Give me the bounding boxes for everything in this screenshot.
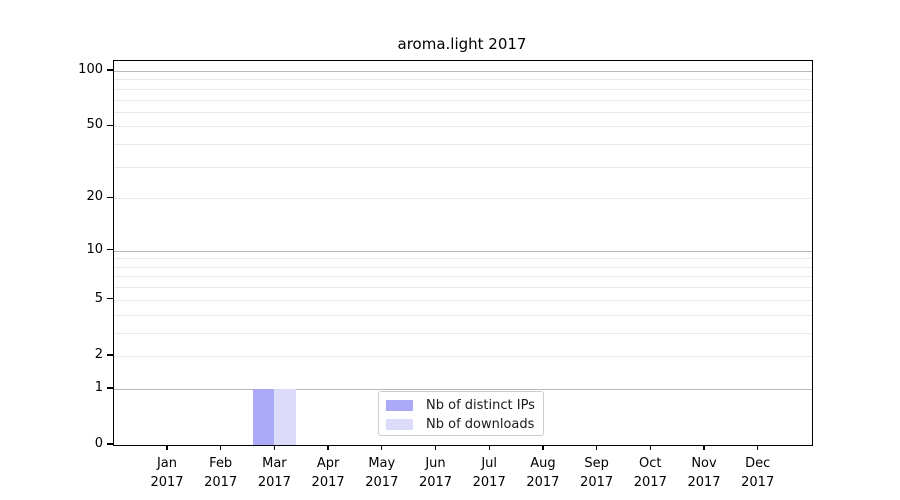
y-axis-tick — [107, 196, 113, 198]
major-gridline — [114, 250, 812, 252]
x-axis-tick-label: Dec 2017 — [741, 456, 775, 490]
bar-downloads — [274, 388, 296, 445]
x-axis-tick-label: Jan 2017 — [150, 456, 184, 490]
y-axis-tick — [107, 298, 113, 300]
x-axis-tick — [703, 445, 705, 450]
y-axis-tick — [107, 354, 113, 356]
minor-gridline — [114, 276, 812, 278]
x-axis-tick — [542, 445, 544, 450]
x-axis-tick-label: May 2017 — [365, 456, 399, 490]
x-axis-tick-label: Jun 2017 — [418, 456, 453, 490]
x-axis-tick-label: Mar 2017 — [257, 456, 291, 490]
y-axis-tick-label: 100 — [78, 61, 103, 77]
y-axis-tick-label: 50 — [86, 117, 103, 133]
legend: Nb of distinct IPs Nb of downloads — [378, 391, 544, 436]
y-axis-tick — [107, 124, 113, 127]
y-axis-tick-label: 5 — [94, 290, 103, 306]
x-axis-tick — [381, 445, 383, 450]
minor-gridline — [114, 258, 812, 260]
minor-gridline — [114, 355, 812, 357]
minor-gridline — [114, 111, 812, 113]
x-axis-tick — [488, 445, 490, 450]
y-axis-tick — [107, 69, 113, 71]
minor-gridline — [114, 99, 812, 101]
minor-gridline — [114, 314, 812, 316]
legend-swatch-distinct-ips — [386, 399, 413, 411]
y-axis-tick — [107, 249, 113, 251]
y-axis-tick-label: 20 — [86, 189, 103, 205]
y-axis-tick-label: 2 — [94, 346, 103, 362]
legend-label: Nb of distinct IPs — [426, 397, 535, 413]
x-axis-tick-label: Nov 2017 — [687, 456, 721, 490]
y-axis-tick-label: 1 — [94, 379, 103, 395]
x-axis-tick — [273, 445, 276, 450]
x-axis-tick — [166, 445, 168, 450]
x-axis-tick — [220, 445, 222, 450]
minor-gridline — [114, 166, 812, 168]
y-axis-tick-label: 0 — [94, 436, 103, 451]
legend-label: Nb of downloads — [426, 417, 535, 432]
minor-gridline — [114, 126, 812, 128]
x-axis-tick — [595, 445, 598, 450]
minor-gridline — [114, 266, 812, 268]
x-axis-tick-label: Jul 2017 — [472, 456, 506, 490]
minor-gridline — [114, 332, 812, 334]
chart-title: aroma.light 2017 — [397, 35, 527, 53]
y-axis-tick — [107, 387, 113, 389]
y-axis-tick-label: 10 — [86, 241, 103, 257]
x-axis-tick-label: Apr 2017 — [311, 456, 345, 490]
minor-gridline — [114, 79, 812, 81]
x-axis-tick-label: Aug 2017 — [526, 456, 560, 490]
x-axis-tick — [434, 445, 437, 450]
x-axis-tick-label: Feb 2017 — [204, 456, 238, 490]
major-gridline — [114, 70, 812, 72]
x-axis-tick — [757, 445, 759, 450]
legend-item: Nb of downloads — [386, 415, 543, 434]
minor-gridline — [114, 198, 812, 200]
y-axis-tick — [107, 443, 113, 445]
minor-gridline — [114, 299, 812, 301]
x-axis-tick-label: Oct 2017 — [633, 456, 667, 490]
major-gridline — [114, 388, 812, 390]
legend-item: Nb of distinct IPs — [386, 396, 543, 415]
x-axis-tick — [327, 445, 329, 450]
x-axis-tick-label: Sep 2017 — [580, 456, 614, 490]
minor-gridline — [114, 144, 812, 146]
bar-distinct-ips — [253, 388, 275, 445]
minor-gridline — [114, 287, 812, 289]
legend-swatch-downloads — [386, 419, 413, 430]
plot-area — [113, 60, 813, 446]
x-axis-tick — [649, 445, 651, 450]
minor-gridline — [114, 88, 812, 90]
